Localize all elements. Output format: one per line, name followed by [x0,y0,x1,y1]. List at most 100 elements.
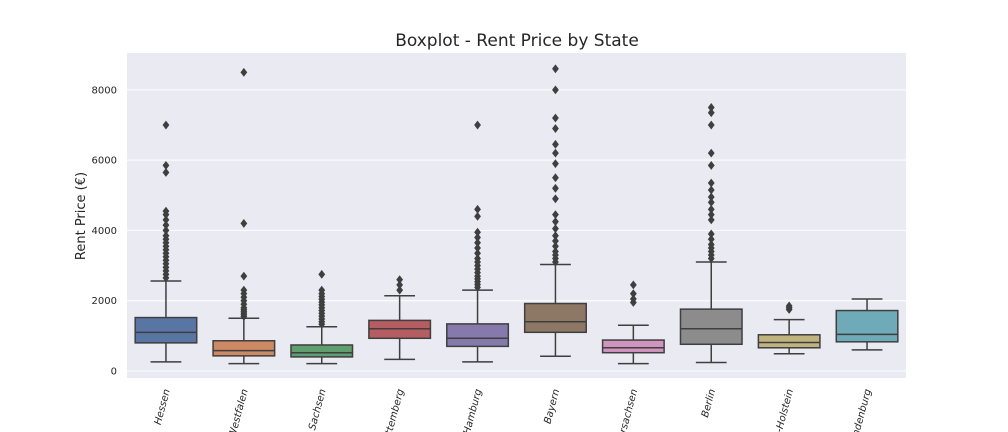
outlier-point [707,103,715,112]
outlier-point [240,271,248,281]
x-tick-label: rsachsen [618,388,640,432]
outlier-point [552,148,559,158]
x-tick-label: -Holstein [774,388,796,432]
outlier-point [552,217,559,227]
outlier-point [240,67,248,77]
outlier-point [629,289,637,299]
outlier-point [552,236,559,246]
x-tick-label: Sachsen [307,388,328,431]
box-bayern [523,64,587,357]
grid-lines [127,89,906,372]
x-tick-label: ndenburg [851,388,874,432]
box-body [446,323,510,348]
outlier-point [162,120,170,130]
outlier-point [474,238,481,248]
x-tick-label: Hamburg [462,388,485,432]
box-rsachsen [601,280,665,365]
outlier-point [552,85,559,95]
outlier-point [162,215,170,225]
x-tick-label: ttemberg [384,388,407,432]
box-body [134,316,198,344]
outlier-point [552,231,559,241]
outlier-point [707,178,715,188]
outlier-point [162,168,170,177]
y-axis-ticks: 0 2000 4000 6000 8000 [92,85,117,377]
outlier-point [707,120,715,130]
x-tick-label: Hessen [153,388,173,426]
outlier-point [552,247,559,256]
outlier-point [474,120,481,130]
outlier-point [552,224,559,234]
x-tick-label: Bayern [543,388,563,425]
box-body [523,302,587,334]
box-body [212,340,276,357]
box-ndenburg [835,298,899,351]
box-body [679,308,743,346]
box-ttemberg [368,275,432,361]
outlier-point [552,194,559,204]
box-sachsen [290,269,354,365]
outlier-point [162,206,170,216]
outlier-point [474,227,481,237]
outlier-point [707,185,715,195]
outlier-point [552,139,559,149]
box-body [757,334,821,349]
outlier-point [162,161,170,170]
outlier-point [707,229,715,239]
y-tick-label: 2000 [92,296,117,307]
chart-title: Boxplot - Rent Price by State [395,31,639,51]
box-body [835,309,899,343]
outlier-point [707,197,715,207]
outlier-point [474,248,481,258]
outlier-point [552,241,559,251]
x-tick-label: Westfalen [227,388,251,432]
outlier-point [318,269,326,279]
box-westfalen [212,67,276,365]
outlier-point [707,108,715,118]
y-tick-label: 0 [111,366,117,377]
outlier-point [552,64,559,74]
outlier-point [707,192,715,202]
outlier-point [162,231,170,241]
outlier-point [707,215,715,225]
outlier-point [707,234,715,244]
box-body [290,344,354,358]
outlier-point [474,254,481,263]
box-hamburg [446,120,510,363]
outlier-point [240,285,248,295]
box-body [601,339,665,354]
x-tick-label: Berlin [700,388,718,419]
outlier-point [707,204,715,214]
y-axis-label: Rent Price (€) [74,172,89,260]
outlier-point [552,159,559,169]
box-berlin [679,103,743,364]
outlier-point [785,301,793,311]
outlier-point [629,294,637,304]
outlier-point [552,113,559,123]
box-series [134,64,899,365]
outlier-point [162,226,170,235]
outlier-point [629,280,637,290]
outlier-point [474,204,481,214]
outlier-point [552,124,559,133]
outlier-point [162,220,170,230]
outlier-point [318,285,326,295]
outlier-point [707,210,715,220]
box-hessen [134,120,198,363]
outlier-point [552,183,559,193]
y-tick-label: 8000 [92,85,117,96]
outlier-point [396,280,404,290]
outlier-point [396,285,404,295]
plot-background [127,53,906,378]
box-holstein [757,301,821,355]
outlier-point [707,148,715,158]
outlier-point [474,243,481,253]
outlier-point [474,233,481,242]
outlier-point [474,211,481,221]
outlier-point [240,218,248,228]
outlier-point [552,173,559,183]
outlier-point [707,240,715,249]
outlier-point [707,161,715,170]
outlier-point [396,275,404,285]
